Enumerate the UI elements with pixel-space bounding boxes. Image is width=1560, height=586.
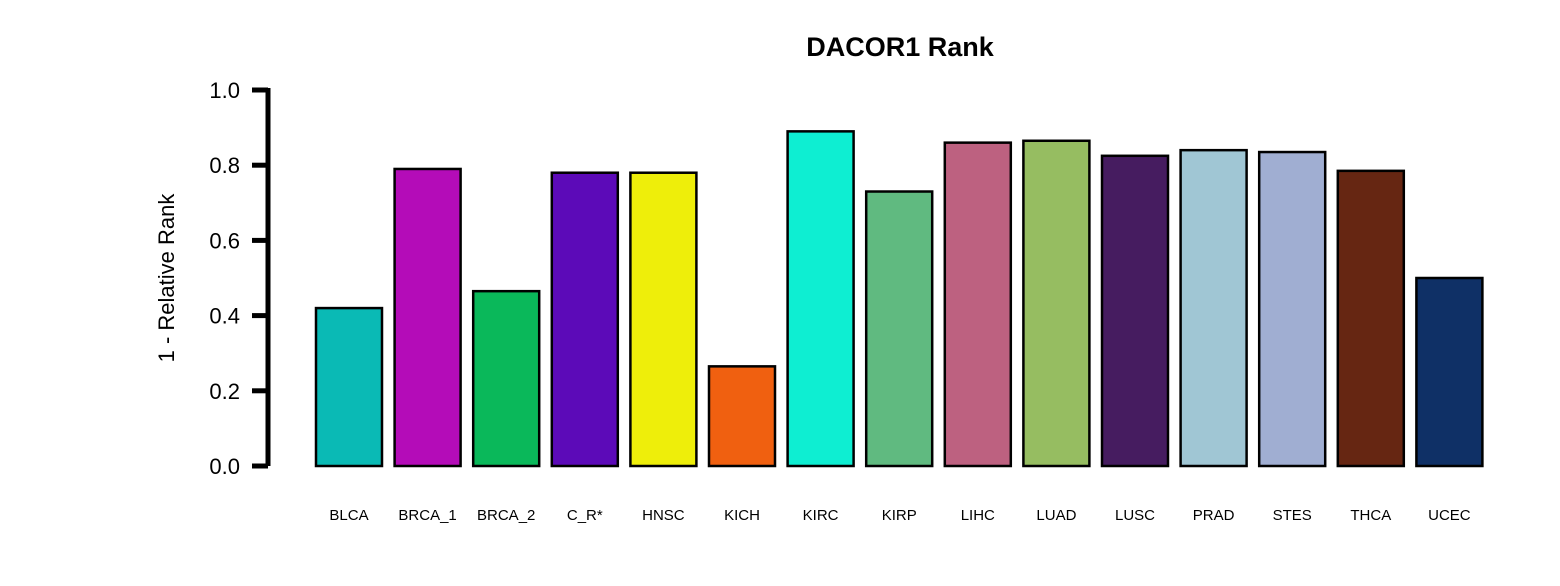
bar-thca	[1336, 169, 1406, 468]
y-tick-label: 1.0	[209, 78, 240, 103]
x-tick-label: THCA	[1350, 507, 1391, 524]
x-tick-label: LIHC	[961, 507, 995, 524]
x-tick-label: KIRC	[803, 507, 839, 524]
y-tick-label: 0.0	[209, 454, 240, 479]
bar-lusc	[1100, 154, 1170, 468]
x-tick-label: C_R*	[567, 507, 603, 524]
x-tick-label: BRCA_1	[398, 507, 456, 524]
x-tick-label: KIRP	[882, 507, 917, 524]
bar-prad	[1179, 148, 1248, 468]
y-tick-label: 0.4	[209, 304, 240, 329]
y-tick-label: 0.8	[209, 153, 240, 178]
y-tick-label: 0.6	[209, 228, 240, 253]
bar-brca-2	[471, 289, 541, 468]
x-tick-label: UCEC	[1428, 507, 1471, 524]
chart-title: DACOR1 Rank	[806, 32, 995, 62]
x-tick-label: KICH	[724, 507, 760, 524]
x-tick-label: HNSC	[642, 507, 685, 524]
x-tick-label: BLCA	[329, 507, 368, 524]
x-tick-label: BRCA_2	[477, 507, 535, 524]
bar-brca-1	[393, 167, 462, 468]
bar-c-r	[550, 171, 620, 468]
bar-kich	[707, 365, 777, 468]
bar-blca	[314, 306, 384, 468]
x-tick-label: STES	[1273, 507, 1312, 524]
bar-lihc	[943, 141, 1013, 468]
x-axis-labels: BLCA BRCA_1 BRCA_2 C_R* HNSC KICH KIRC KIRP LIHC…	[329, 507, 1470, 524]
bar-hnsc	[629, 171, 698, 468]
y-axis-label: 1 - Relative Rank	[154, 193, 179, 363]
bar-luad	[1022, 139, 1091, 468]
bar-stes	[1257, 150, 1327, 468]
bar-ucec	[1415, 276, 1484, 468]
bars	[314, 130, 1484, 468]
bar-kirc	[786, 130, 855, 468]
x-tick-label: PRAD	[1193, 507, 1235, 524]
y-axis-ticks: 0.0 0.2 0.4 0.6 0.8 1.0	[209, 78, 268, 479]
bar-kirp	[864, 190, 934, 468]
x-tick-label: LUAD	[1036, 507, 1076, 524]
y-tick-label: 0.2	[209, 379, 240, 404]
x-tick-label: LUSC	[1115, 507, 1155, 524]
